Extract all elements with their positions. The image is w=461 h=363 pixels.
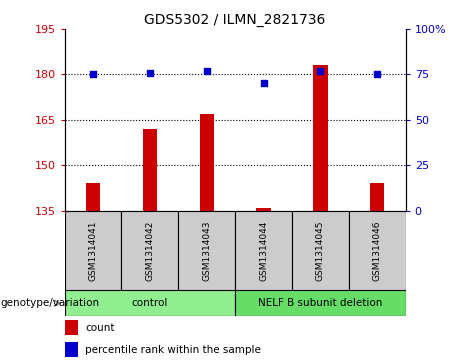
Text: GSM1314042: GSM1314042 — [145, 220, 154, 281]
Text: GSM1314046: GSM1314046 — [373, 220, 382, 281]
Bar — [292, 211, 349, 290]
Text: percentile rank within the sample: percentile rank within the sample — [85, 345, 261, 355]
Bar — [349, 211, 406, 290]
Bar — [256, 208, 271, 211]
Bar — [65, 290, 235, 316]
Bar — [65, 320, 78, 335]
Text: GSM1314045: GSM1314045 — [316, 220, 325, 281]
Bar — [121, 211, 178, 290]
Point — [260, 81, 267, 86]
Text: GSM1314041: GSM1314041 — [89, 220, 97, 281]
Bar — [86, 183, 100, 211]
Bar — [235, 290, 406, 316]
Point — [317, 68, 324, 74]
Bar — [65, 211, 121, 290]
Bar — [178, 211, 235, 290]
Text: GSM1314044: GSM1314044 — [259, 220, 268, 281]
Text: GSM1314043: GSM1314043 — [202, 220, 211, 281]
Text: NELF B subunit deletion: NELF B subunit deletion — [258, 298, 383, 308]
Text: control: control — [132, 298, 168, 308]
Bar — [143, 129, 157, 211]
Bar — [235, 211, 292, 290]
Bar — [370, 183, 384, 211]
Bar — [200, 114, 214, 211]
Text: count: count — [85, 323, 114, 333]
Point — [146, 70, 154, 76]
Text: genotype/variation: genotype/variation — [0, 298, 99, 308]
Title: GDS5302 / ILMN_2821736: GDS5302 / ILMN_2821736 — [144, 13, 326, 26]
Point — [203, 68, 210, 74]
Point — [89, 72, 97, 77]
Bar — [313, 65, 327, 211]
Point — [373, 72, 381, 77]
Bar — [65, 342, 78, 357]
